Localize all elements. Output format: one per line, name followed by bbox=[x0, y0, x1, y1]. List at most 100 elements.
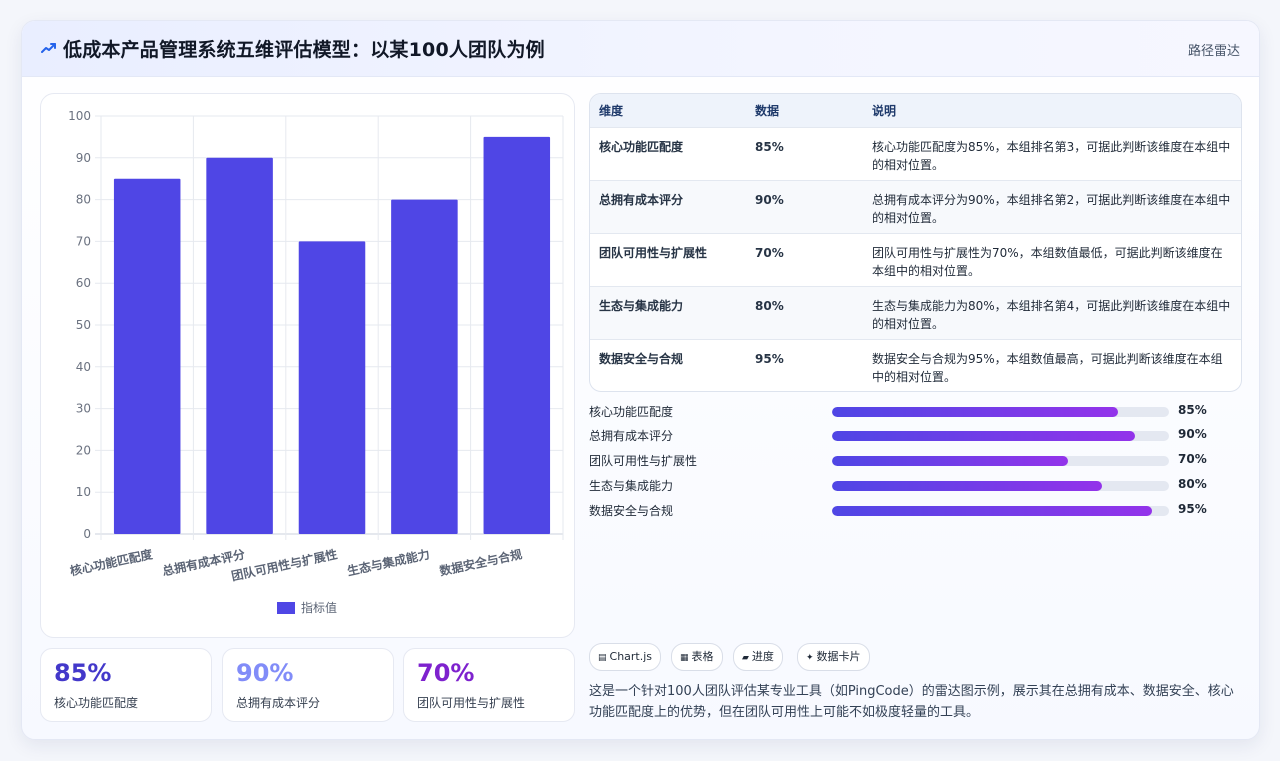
stat-value: 90% bbox=[236, 659, 294, 687]
progress-label: 团队可用性与扩展性 bbox=[589, 454, 698, 468]
bar bbox=[483, 136, 551, 534]
table-cell-note: 数据安全与合规为95%，本组数值最高，可据此判断该维度在本组中的相对位置。 bbox=[872, 351, 1223, 384]
path-radar-link[interactable]: 路径雷达 bbox=[1187, 44, 1240, 59]
table-cell-value: 70% bbox=[755, 245, 784, 260]
progress-label: 核心功能匹配度 bbox=[589, 405, 674, 419]
y-tick-label: 10 bbox=[76, 485, 91, 499]
bar bbox=[206, 157, 273, 535]
progress-value: 70% bbox=[1178, 452, 1207, 466]
chart-line-icon bbox=[41, 43, 56, 53]
progress-fill bbox=[832, 407, 1119, 417]
y-tick-label: 20 bbox=[76, 443, 91, 457]
table-row: 团队可用性与扩展性 70% 团队可用性与扩展性为70%，本组数值最低，可据此判断… bbox=[590, 233, 1241, 286]
column-header: 维度 bbox=[599, 103, 624, 118]
progress-track bbox=[832, 481, 1169, 491]
progress-value: 90% bbox=[1178, 427, 1207, 441]
column-header: 说明 bbox=[872, 103, 897, 118]
progress-row: 团队可用性与扩展性 70% bbox=[589, 452, 1249, 470]
stat-value: 70% bbox=[417, 659, 475, 687]
progress-fill bbox=[832, 431, 1136, 441]
table-cell-note: 团队可用性与扩展性为70%，本组数值最低，可据此判断该维度在本组中的相对位置。 bbox=[872, 245, 1223, 278]
stat-label: 团队可用性与扩展性 bbox=[417, 696, 526, 710]
stat-card: 70% 团队可用性与扩展性 bbox=[403, 648, 575, 722]
y-tick-label: 40 bbox=[76, 360, 91, 374]
y-tick-label: 30 bbox=[76, 402, 91, 416]
progress-row: 生态与集成能力 80% bbox=[589, 477, 1249, 495]
stat-label: 核心功能匹配度 bbox=[54, 696, 139, 710]
sparkle-icon: ✦ bbox=[806, 653, 814, 663]
progress-label: 生态与集成能力 bbox=[589, 479, 674, 493]
table-cell-dimension: 核心功能匹配度 bbox=[599, 139, 684, 154]
main-card: 低成本产品管理系统五维评估模型：以某100人团队为例 路径雷达 0 10 20 30 4… bbox=[21, 20, 1260, 740]
tag-label: 数据卡片 bbox=[816, 650, 861, 663]
table-cell-dimension: 团队可用性与扩展性 bbox=[599, 245, 708, 260]
table-cell-note: 核心功能匹配度为85%，本组排名第3，可据此判断该维度在本组中的相对位置。 bbox=[872, 139, 1231, 172]
stat-label: 总拥有成本评分 bbox=[236, 696, 321, 710]
progress-row: 总拥有成本评分 90% bbox=[589, 427, 1249, 445]
table-cell-dimension: 数据安全与合规 bbox=[599, 351, 684, 366]
tag-label: Chart.js bbox=[609, 650, 653, 663]
x-tick-label: 生态与集成能力 bbox=[346, 546, 431, 578]
tag-data-card[interactable]: ✦ 数据卡片 bbox=[797, 643, 870, 671]
tag-label: 进度 bbox=[751, 650, 774, 663]
tag-progress[interactable]: ▰ 进度 bbox=[733, 643, 783, 671]
progress-row: 数据安全与合规 95% bbox=[589, 502, 1249, 520]
progress-row: 核心功能匹配度 85% bbox=[589, 403, 1249, 421]
progress-value: 85% bbox=[1178, 403, 1207, 417]
table-row: 生态与集成能力 80% 生态与集成能力为80%，本组排名第4，可据此判断该维度在… bbox=[590, 286, 1241, 339]
y-tick-label: 0 bbox=[83, 527, 91, 541]
bar bbox=[113, 178, 181, 534]
page-title: 低成本产品管理系统五维评估模型：以某100人团队为例 bbox=[63, 39, 545, 61]
progress-track bbox=[832, 456, 1169, 466]
legend-label: 指标值 bbox=[301, 600, 337, 615]
table-cell-dimension: 总拥有成本评分 bbox=[599, 192, 684, 207]
progress-fill bbox=[832, 506, 1153, 516]
table-cell-note: 总拥有成本评分为90%，本组排名第2，可据此判断该维度在本组中的相对位置。 bbox=[872, 192, 1231, 225]
table-row: 总拥有成本评分 90% 总拥有成本评分为90%，本组排名第2，可据此判断该维度在… bbox=[590, 180, 1241, 233]
progress-track bbox=[832, 407, 1169, 417]
x-tick-label: 数据安全与合规 bbox=[438, 546, 523, 578]
x-tick-label: 团队可用性与扩展性 bbox=[230, 546, 339, 583]
stat-card: 85% 核心功能匹配度 bbox=[40, 648, 212, 722]
stat-value: 85% bbox=[54, 659, 112, 687]
y-tick-label: 50 bbox=[76, 318, 91, 332]
data-table: 维度 数据 说明 核心功能匹配度 85% 核心功能匹配度为85%，本组排名第3，… bbox=[589, 93, 1242, 392]
y-tick-label: 70 bbox=[76, 234, 91, 248]
tag-label: 表格 bbox=[691, 650, 714, 663]
progress-label: 总拥有成本评分 bbox=[589, 429, 674, 443]
tag-table[interactable]: ▦ 表格 bbox=[671, 643, 723, 671]
table-header-row: 维度 数据 说明 bbox=[590, 94, 1241, 127]
table-cell-value: 80% bbox=[755, 298, 784, 313]
bar-chart-panel: 0 10 20 30 40 50 60 70 80 90 100 核心功能匹配度 总拥有成本评分 团队可用… bbox=[40, 93, 575, 638]
stat-card: 90% 总拥有成本评分 bbox=[222, 648, 394, 722]
table-icon: ▦ bbox=[680, 653, 689, 663]
progress-label: 数据安全与合规 bbox=[589, 504, 674, 518]
table-row: 数据安全与合规 95% 数据安全与合规为95%，本组数值最高，可据此判断该维度在… bbox=[590, 339, 1241, 391]
progress-track bbox=[832, 431, 1169, 441]
progress-value: 95% bbox=[1178, 502, 1207, 516]
y-tick-label: 80 bbox=[76, 193, 91, 207]
chart-icon: ▤ bbox=[598, 653, 607, 663]
table-cell-value: 85% bbox=[755, 139, 784, 154]
table-row: 核心功能匹配度 85% 核心功能匹配度为85%，本组排名第3，可据此判断该维度在… bbox=[590, 127, 1241, 180]
progress-icon: ▰ bbox=[742, 653, 749, 663]
progress-value: 80% bbox=[1178, 477, 1207, 491]
header-bar: 低成本产品管理系统五维评估模型：以某100人团队为例 路径雷达 bbox=[22, 21, 1259, 77]
bar bbox=[298, 241, 366, 534]
column-header: 数据 bbox=[755, 103, 780, 118]
progress-fill bbox=[832, 456, 1068, 466]
table-cell-note: 生态与集成能力为80%，本组排名第4，可据此判断该维度在本组中的相对位置。 bbox=[872, 298, 1231, 331]
table-cell-dimension: 生态与集成能力 bbox=[599, 298, 684, 313]
progress-fill bbox=[832, 481, 1102, 491]
y-tick-label: 100 bbox=[68, 109, 91, 123]
description-text: 这是一个针对100人团队评估某专业工具（如PingCode）的雷达图示例，展示其… bbox=[589, 684, 1234, 720]
x-tick-label: 核心功能匹配度 bbox=[69, 546, 155, 578]
legend-swatch bbox=[277, 602, 295, 614]
y-tick-label: 60 bbox=[76, 276, 91, 290]
progress-track bbox=[832, 506, 1169, 516]
tag-chartjs[interactable]: ▤ Chart.js bbox=[589, 643, 662, 671]
table-cell-value: 95% bbox=[755, 351, 784, 366]
table-cell-value: 90% bbox=[755, 192, 784, 207]
bar bbox=[391, 199, 458, 534]
